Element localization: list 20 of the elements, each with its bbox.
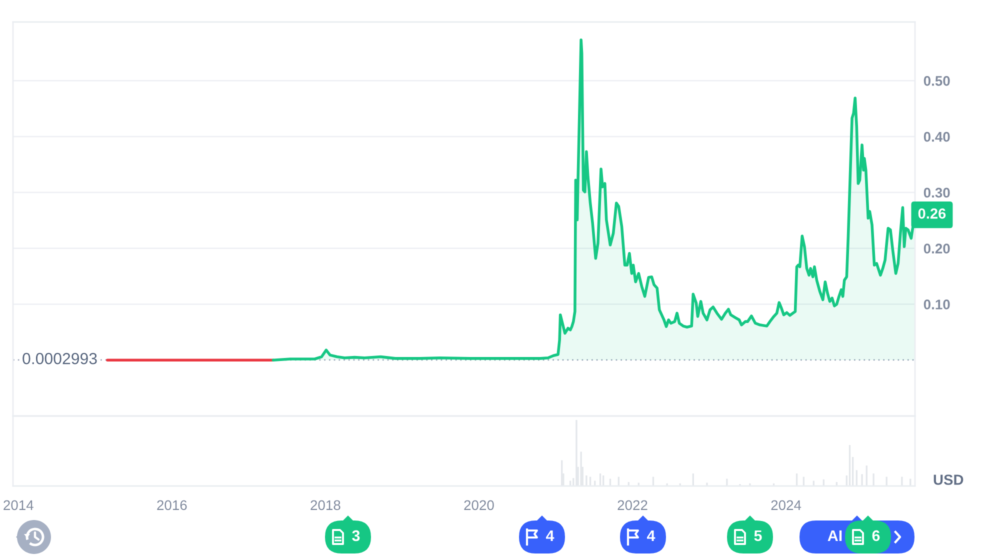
y-tick-label: 0.30 bbox=[924, 188, 950, 198]
x-tick-label: 2022 bbox=[618, 500, 648, 510]
y-tick-label: 0.50 bbox=[924, 76, 950, 86]
x-tick-label: 2018 bbox=[310, 500, 340, 510]
x-tick-label: 2016 bbox=[157, 500, 187, 510]
text: AI bbox=[828, 530, 842, 541]
annotation: 0.26 bbox=[918, 208, 946, 219]
y-axis-title: USD bbox=[934, 474, 964, 485]
y-tick-label: 0.20 bbox=[924, 244, 950, 254]
ref-line-label: 0.0002993 bbox=[22, 352, 97, 364]
y-tick-label: 0.10 bbox=[924, 300, 950, 310]
text: 5 bbox=[754, 530, 762, 542]
x-tick-label: 2020 bbox=[464, 500, 494, 510]
text: 6 bbox=[872, 530, 880, 542]
text: 3 bbox=[352, 530, 360, 542]
text: 4 bbox=[546, 530, 554, 541]
x-tick-label: 2024 bbox=[771, 500, 802, 510]
y-tick-label: 0.40 bbox=[924, 132, 950, 142]
text: 4 bbox=[646, 530, 656, 541]
x-tick-label: 2014 bbox=[4, 500, 34, 510]
